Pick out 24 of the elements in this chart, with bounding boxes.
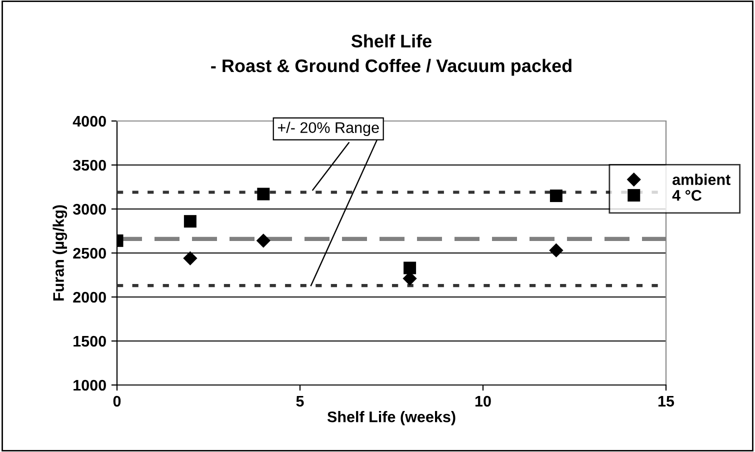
y-tick-label: 3000 [72,204,106,215]
point [256,234,270,248]
annotation: +/- 20% Range [278,122,379,136]
point [183,251,198,266]
y-tick-label: 2500 [73,248,106,259]
point [404,262,416,274]
y-tick-label: 4000 [72,116,106,127]
point [549,243,564,258]
x-tick-label: 5 [296,396,304,407]
x-axis-title: Shelf Life (weeks) [327,411,456,426]
legend-label: 4 °C [672,190,702,201]
point [550,190,562,202]
y-tick-label: 1500 [74,336,106,347]
x-tick-label: 10 [475,396,491,407]
chart-title: Shelf Life - Roast & Ground Coffee / Vacuum packed [211,34,572,76]
x-tick-label: 0 [113,396,121,407]
y-tick-label: 3500 [72,160,106,171]
point [257,188,270,200]
point [184,215,196,228]
legend-label: ambient [672,174,730,186]
y-tick-label: 1000 [74,380,106,391]
x-tick-label: 15 [658,396,674,407]
y-axis-title: Furan (µg/kg) [52,205,68,301]
y-tick-label: 2000 [73,292,106,303]
